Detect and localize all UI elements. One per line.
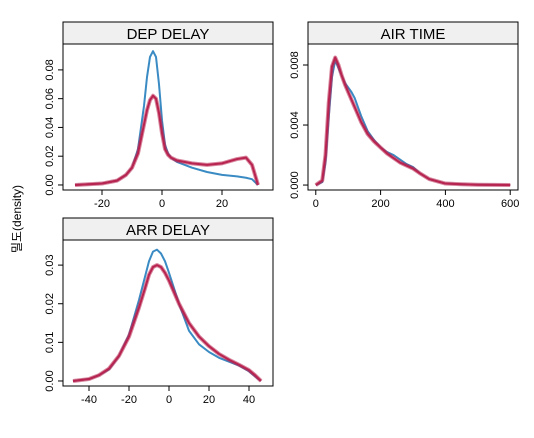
x-tick-label-air-time: 600 [501, 198, 519, 210]
strip-title-dep-delay: DEP DELAY [127, 26, 210, 43]
x-tick-label-air-time: 400 [436, 198, 454, 210]
x-tick-label-arr-delay: 40 [243, 394, 255, 406]
x-tick-label-arr-delay: -40 [81, 394, 97, 406]
density-line-imputed-dep-delay [74, 94, 259, 186]
y-tick-label-dep-delay: 0.06 [44, 88, 56, 109]
y-tick-label-arr-delay: 0.03 [44, 254, 56, 275]
density-line-imputed-air-time [315, 56, 511, 187]
density-line-imputed-halo-air-time [314, 55, 511, 188]
density-line-imputed-arr-delay [72, 264, 262, 382]
y-axis-label: 밀도(density) [10, 185, 24, 253]
y-tick-label-dep-delay: 0.02 [44, 145, 56, 166]
y-tick-label-air-time: 0.004 [289, 111, 301, 139]
x-tick-label-air-time: 0 [313, 198, 319, 210]
density-line-observed-dep-delay [74, 50, 259, 186]
x-tick-label-arr-delay: -20 [121, 394, 137, 406]
strip-title-arr-delay: ARR DELAY [126, 222, 210, 239]
plot-border-arr-delay [62, 239, 274, 387]
panel-air-time: AIR TIME 0 200 400 600 0.000 0.004 0.008 [289, 21, 519, 210]
density-line-imputed-halo-arr-delay [72, 263, 263, 383]
y-tick-label-dep-delay: 0.08 [44, 59, 56, 80]
x-tick-label-air-time: 200 [371, 198, 389, 210]
series-group-arr-delay [72, 248, 263, 383]
y-tick-label-air-time: 0.000 [289, 171, 301, 199]
x-tick-label-dep-delay: -20 [94, 198, 110, 210]
plot-border-air-time [307, 43, 519, 191]
density-line-imputed-halo-dep-delay [74, 93, 260, 187]
x-tick-label-dep-delay: 0 [159, 198, 165, 210]
x-tick-label-arr-delay: 0 [166, 394, 172, 406]
y-tick-label-air-time: 0.008 [289, 51, 301, 79]
y-tick-label-arr-delay: 0.01 [44, 332, 56, 353]
plot-border-dep-delay [62, 43, 274, 191]
panel-dep-delay: DEP DELAY -20 0 20 0.00 0.02 0.04 0.06 0.08 [44, 21, 274, 210]
x-tick-label-dep-delay: 20 [216, 198, 228, 210]
y-tick-label-arr-delay: 0.00 [44, 370, 56, 391]
y-tick-label-arr-delay: 0.02 [44, 293, 56, 314]
series-group-dep-delay [74, 50, 260, 187]
y-tick-label-dep-delay: 0.04 [44, 117, 56, 138]
panel-arr-delay: ARR DELAY -40 -20 0 20 40 0.00 0.01 0.02 0.03 [44, 217, 274, 406]
y-tick-label-dep-delay: 0.00 [44, 174, 56, 195]
strip-title-air-time: AIR TIME [381, 26, 446, 43]
series-group-air-time [314, 55, 511, 188]
x-tick-label-arr-delay: 20 [203, 394, 215, 406]
